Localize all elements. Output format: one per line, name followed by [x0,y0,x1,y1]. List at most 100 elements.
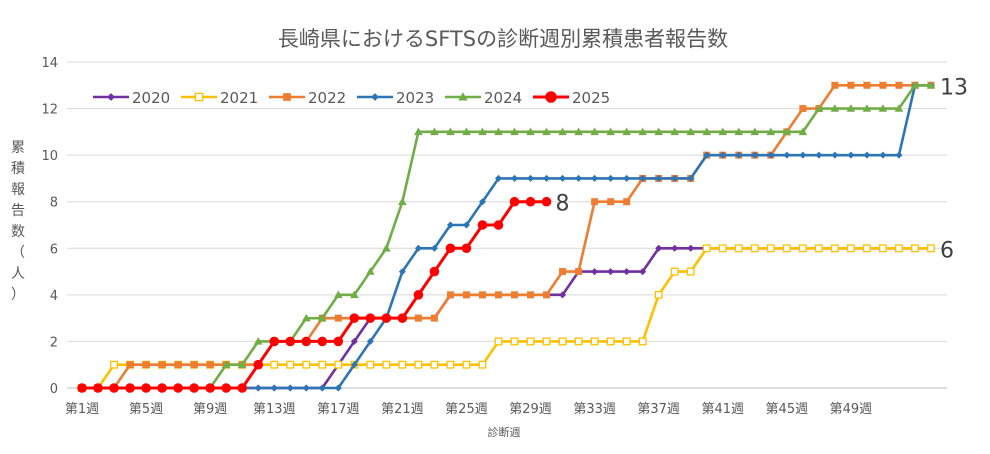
data-point [545,91,557,103]
data-point [350,361,358,369]
data-point [559,174,567,182]
data-point [542,127,551,136]
data-point [398,360,407,369]
data-point [911,244,919,253]
data-point [541,196,552,207]
data-point [253,359,264,370]
x-tick-label: 第25週 [445,402,488,417]
data-point [158,361,166,369]
gridlines [67,61,947,389]
y-tick-label: 0 [50,382,58,397]
data-point [494,174,502,182]
data-point [895,244,903,253]
data-point [157,383,167,393]
end-labels: 13 6 8 [556,75,968,263]
data-point [126,361,134,369]
x-tick-label: 第29週 [509,402,552,417]
data-point [654,127,663,136]
data-point [194,92,204,102]
data-point [317,313,327,322]
data-point [414,360,423,369]
data-point [478,127,487,136]
data-point [334,314,342,322]
data-point [783,151,791,159]
y-tick-label: 2 [50,335,58,350]
data-point [318,360,327,369]
legend-item-2020: 2020 [93,89,170,107]
data-point [751,151,759,159]
data-point [413,290,424,300]
y-label-char: 告 [11,203,25,219]
data-point [478,198,486,206]
series-group [77,80,936,393]
data-point [221,383,231,393]
legend-label: 2025 [572,89,610,107]
data-point [494,337,503,346]
y-label-char: （ [11,245,25,261]
data-point [559,291,567,299]
data-point [766,244,775,253]
data-point [206,361,214,369]
data-point [286,360,295,369]
data-point [107,93,115,101]
data-point [655,244,663,252]
legend-label: 2022 [308,89,346,107]
x-tick-label: 第21週 [381,402,424,417]
y-tick-label: 8 [50,196,58,211]
data-point [414,314,422,322]
data-point [77,383,87,393]
data-point [286,384,294,392]
y-tick-label: 4 [50,289,58,304]
data-point [270,384,278,392]
y-tick-label: 6 [50,242,58,257]
data-point [862,244,871,253]
data-point [895,81,903,89]
data-point [670,267,679,276]
series-2024 [77,80,936,392]
data-point [190,361,198,369]
data-point [734,127,744,136]
series-2020 [78,244,935,392]
data-point [638,127,647,136]
data-point [591,198,599,206]
chart-title: 長崎県におけるSFTSの診断週別累積患者報告数 [278,27,728,51]
data-point [655,174,663,182]
data-point [511,291,519,299]
data-point [253,337,263,345]
data-point [606,337,615,346]
data-point [847,81,855,89]
data-point [814,244,823,253]
data-point [686,127,696,136]
data-point [750,127,760,136]
series-2025 [77,196,552,393]
data-point [798,244,807,253]
data-point [591,268,599,276]
x-tick-labels: 第1週 第5週 第9週 第13週 第17週 第21週 第25週 第29週 第33週 第37週 第41… [65,402,872,417]
data-point [125,383,135,393]
data-point [574,127,583,136]
data-point [591,174,599,182]
y-tick-label: 14 [41,56,58,71]
data-point [574,337,583,346]
data-point [654,290,663,299]
data-point [527,291,535,299]
data-point [494,291,502,299]
data-point [686,267,695,276]
legend: 2020 2021 2022 2023 2024 2025 [93,89,610,107]
data-point [543,291,551,299]
data-point [525,196,536,207]
data-point [334,384,342,392]
data-point [430,314,438,322]
data-point [283,93,291,101]
data-point [461,243,472,254]
data-point [558,337,567,346]
data-point [382,360,391,369]
data-point [478,291,486,299]
data-point [173,383,183,393]
data-point [703,151,711,159]
data-point [782,244,791,253]
y-label-char: 報 [11,182,25,198]
data-point [142,361,150,369]
y-tick-labels: 0 2 4 6 8 10 12 14 [41,56,58,397]
